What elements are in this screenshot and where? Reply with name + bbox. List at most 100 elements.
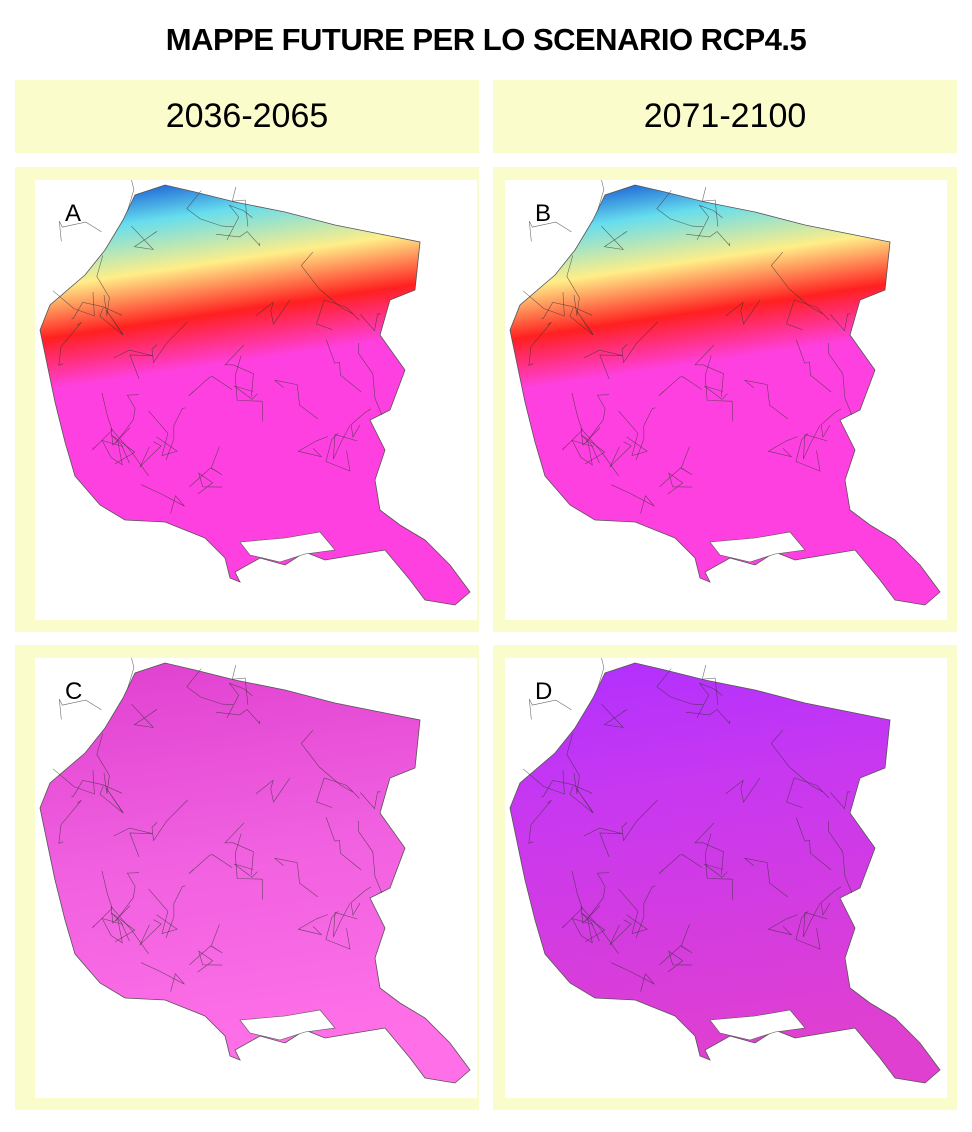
- municipal-boundary: [139, 919, 162, 946]
- municipal-boundary: [59, 220, 102, 242]
- municipal-boundary: [795, 817, 832, 871]
- municipal-boundary: [583, 349, 623, 379]
- municipal-boundary: [325, 910, 351, 950]
- municipal-boundary: [704, 833, 733, 900]
- municipal-boundary: [803, 902, 828, 938]
- map-label-d: D: [535, 678, 553, 705]
- municipal-boundary: [96, 255, 110, 316]
- lagoon-area: [709, 531, 806, 563]
- municipal-boundary: [621, 321, 658, 364]
- municipal-boundary: [583, 827, 623, 857]
- map-label-b: B: [535, 200, 552, 227]
- region-shape: [39, 184, 471, 606]
- municipal-boundary: [197, 950, 223, 973]
- municipal-boundary: [215, 231, 261, 247]
- municipal-boundary: [830, 313, 851, 332]
- municipal-boundary: [101, 440, 124, 466]
- municipal-boundary: [224, 822, 254, 876]
- municipal-boundary: [828, 343, 853, 416]
- municipal-boundary: [585, 872, 610, 922]
- municipal-boundary: [151, 321, 188, 364]
- municipal-boundary: [786, 299, 830, 330]
- municipal-boundary: [234, 385, 258, 400]
- municipal-boundary: [803, 424, 828, 460]
- map-a: A: [35, 180, 477, 620]
- municipal-boundary: [795, 910, 821, 950]
- municipal-boundary: [197, 472, 223, 495]
- municipal-boundary: [571, 918, 594, 944]
- municipal-boundary: [91, 392, 113, 451]
- lagoon-area: [239, 531, 336, 563]
- municipal-boundary: [597, 180, 605, 211]
- municipal-boundary: [770, 251, 824, 315]
- municipal-boundary: [148, 410, 178, 457]
- municipal-boundary: [52, 290, 95, 317]
- municipal-boundary: [580, 912, 606, 943]
- municipal-boundary: [566, 255, 580, 316]
- municipal-boundary: [701, 664, 719, 705]
- municipal-boundary: [255, 777, 291, 803]
- municipal-boundary: [725, 299, 761, 325]
- municipal-boundary: [667, 472, 693, 495]
- municipal-boundary: [165, 885, 186, 939]
- lagoon-area: [709, 1009, 806, 1041]
- municipal-boundary: [59, 698, 102, 720]
- municipal-boundary: [585, 394, 610, 444]
- municipal-boundary: [350, 408, 372, 438]
- municipal-boundary: [667, 950, 693, 973]
- municipal-boundary: [186, 668, 234, 705]
- municipal-boundary: [110, 912, 136, 943]
- municipal-boundary: [767, 436, 798, 458]
- municipal-boundary: [820, 886, 842, 916]
- map-panel-a: A: [15, 167, 479, 632]
- municipal-boundary: [609, 919, 632, 946]
- municipal-boundary: [618, 410, 648, 457]
- municipal-boundary: [325, 817, 362, 871]
- municipal-boundary: [141, 484, 185, 514]
- municipal-boundary: [569, 785, 594, 814]
- municipal-boundary: [234, 833, 263, 900]
- municipal-boundary: [701, 186, 719, 227]
- municipal-boundary: [601, 703, 628, 728]
- municipal-boundary: [656, 668, 704, 705]
- map-c: C: [35, 658, 477, 1098]
- municipal-boundary: [635, 407, 656, 461]
- municipal-boundary: [656, 190, 704, 227]
- municipal-boundary: [234, 863, 258, 878]
- municipal-boundary: [151, 799, 188, 842]
- municipal-boundary: [561, 870, 583, 929]
- municipal-boundary: [795, 432, 821, 472]
- municipal-boundary: [360, 313, 381, 332]
- municipal-boundary: [188, 376, 233, 397]
- municipal-boundary: [274, 857, 319, 898]
- municipal-boundary: [297, 914, 328, 936]
- municipal-boundary: [685, 231, 731, 247]
- municipal-boundary: [795, 339, 832, 393]
- municipal-boundary: [358, 821, 383, 894]
- municipal-boundary: [528, 799, 552, 844]
- municipal-boundary: [91, 870, 113, 929]
- municipal-boundary: [300, 251, 354, 315]
- municipal-boundary: [139, 441, 162, 468]
- municipal-boundary: [830, 791, 851, 810]
- municipal-boundary: [541, 301, 593, 320]
- municipal-boundary: [189, 924, 223, 966]
- map-b: B: [505, 180, 947, 620]
- municipal-boundary: [115, 394, 140, 444]
- municipal-boundary: [131, 225, 158, 250]
- municipal-boundary: [274, 379, 319, 420]
- municipal-boundary: [96, 733, 110, 794]
- municipal-boundary: [561, 392, 583, 451]
- municipal-boundary: [522, 290, 565, 317]
- municipal-boundary: [115, 872, 140, 922]
- municipal-boundary: [58, 321, 82, 366]
- municipal-boundary: [333, 424, 358, 460]
- municipal-boundary: [828, 821, 853, 894]
- municipal-boundary: [71, 301, 123, 320]
- municipal-boundary: [141, 962, 185, 992]
- municipal-boundary: [601, 225, 628, 250]
- municipal-boundary: [52, 768, 95, 795]
- municipal-boundary: [188, 854, 233, 875]
- municipal-boundary: [529, 220, 572, 242]
- municipal-boundary: [621, 799, 658, 842]
